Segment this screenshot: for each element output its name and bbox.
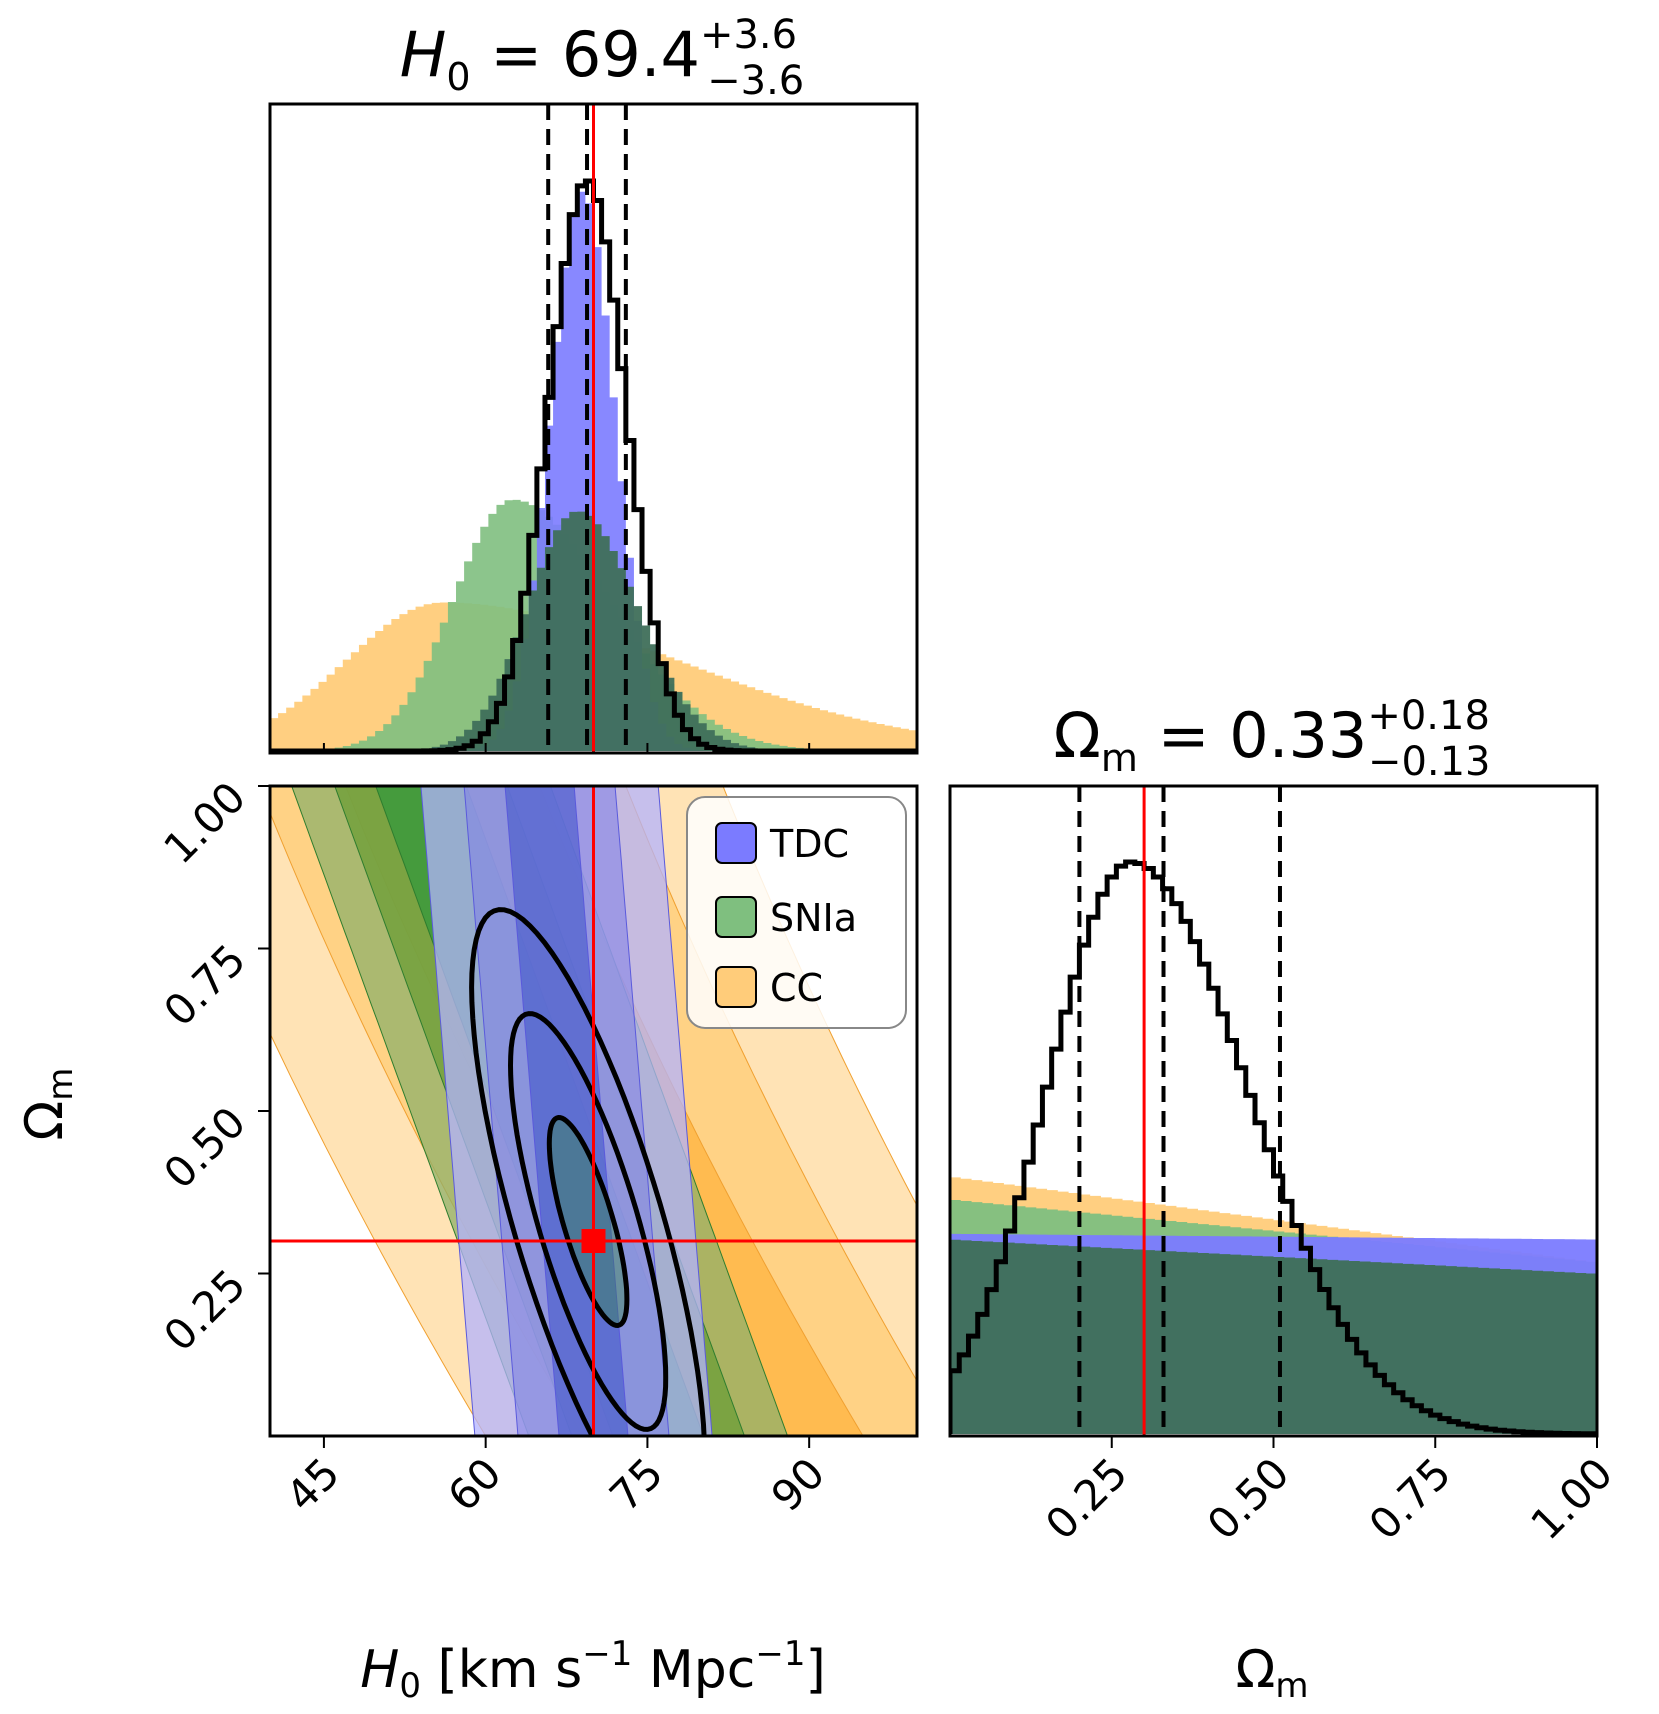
om-quantile-lines [1077, 786, 1282, 1436]
om-title-upper-error: +0.18 [1367, 693, 1490, 739]
y-axis-label: Ωm [15, 1068, 81, 1141]
h0-title-upper-error: +3.6 [700, 12, 797, 58]
h0-panel-title: H0 = 69.4+3.6 −3.6 [400, 12, 805, 104]
om-title-lower-error: −0.13 [1368, 739, 1491, 785]
om-hist-combined [950, 859, 1597, 1436]
x-label-om-symbol: Ω [1236, 1640, 1276, 1700]
x-label-h0-exponent-2: −1 [755, 1634, 805, 1674]
h0-x-tick-label: 75 [600, 1448, 672, 1520]
joint-contours-tdc [420, 786, 713, 1436]
joint-x-ticks: 45 60 75 90 [277, 1436, 834, 1521]
om-x-ticks: 0.25 0.50 0.75 1.00 [1036, 1436, 1622, 1549]
om-y-tick-label: 0.50 [154, 1097, 255, 1198]
om-y-tick-label: 0.25 [154, 1260, 255, 1361]
legend-swatch-tdc [715, 822, 757, 864]
combined-contour-2sigma [507, 1011, 669, 1432]
h0-x-tick-label: 90 [762, 1448, 834, 1520]
h0-title-subscript: 0 [446, 55, 470, 99]
joint-contours-combined [469, 907, 707, 1436]
h0-title-symbol: H [400, 18, 447, 91]
x-label-om-subscript: m [1275, 1666, 1308, 1706]
om-title-subscript: m [1101, 736, 1138, 780]
h0-quantile-lines [546, 104, 628, 753]
om-panel-title: Ωm = 0.33+0.18 −0.13 [1054, 693, 1491, 785]
legend-label-tdc: TDC [769, 822, 849, 866]
x-axis-label-h0: H0 [km s−1 Mpc−1] [360, 1634, 826, 1706]
om-x-tick-label: 0.25 [1036, 1448, 1137, 1549]
combined-contour-3sigma [469, 907, 707, 1436]
joint-y-ticks: 0.25 0.50 0.75 1.00 [154, 772, 270, 1361]
legend-label-snia: SNIa [770, 896, 857, 940]
legend-label-cc: CC [770, 966, 823, 1010]
y-axis-label-subscript: m [41, 1068, 81, 1101]
legend: TDC SNIa CC [686, 796, 907, 1029]
legend-swatch-snia [715, 896, 757, 938]
h0-panel-frame [268, 102, 919, 755]
h0-top-ticks [322, 743, 811, 753]
om-y-tick-label: 1.00 [154, 772, 255, 873]
om-x-tick-label: 0.50 [1198, 1448, 1299, 1549]
x-label-h0-exponent-1: −1 [582, 1634, 632, 1674]
om-title-value: = 0.33 [1138, 699, 1367, 772]
y-axis-label-symbol: Ω [15, 1101, 75, 1141]
om-x-tick-label: 1.00 [1521, 1448, 1622, 1549]
x-axis-label-om: Ωm [1236, 1640, 1309, 1706]
legend-swatch-cc [715, 966, 757, 1008]
om-title-symbol: Ω [1054, 699, 1101, 772]
x-label-h0-subscript: 0 [399, 1666, 421, 1706]
x-label-h0-bracket: ] [805, 1640, 825, 1700]
h0-x-tick-label: 60 [438, 1448, 510, 1520]
h0-x-tick-label: 45 [277, 1448, 349, 1520]
joint-truth-marker [581, 1229, 606, 1253]
x-label-h0-units: [km s [421, 1640, 582, 1700]
om-hist-overlap [950, 1239, 1597, 1434]
om-x-tick-label: 0.75 [1360, 1448, 1461, 1549]
x-label-h0-mpc: Mpc [632, 1640, 755, 1700]
h0-title-lower-error: −3.6 [707, 58, 804, 104]
x-label-h0-symbol: H [360, 1640, 399, 1700]
om-y-tick-label: 0.75 [154, 935, 255, 1036]
h0-title-value: = 69.4 [471, 18, 700, 91]
